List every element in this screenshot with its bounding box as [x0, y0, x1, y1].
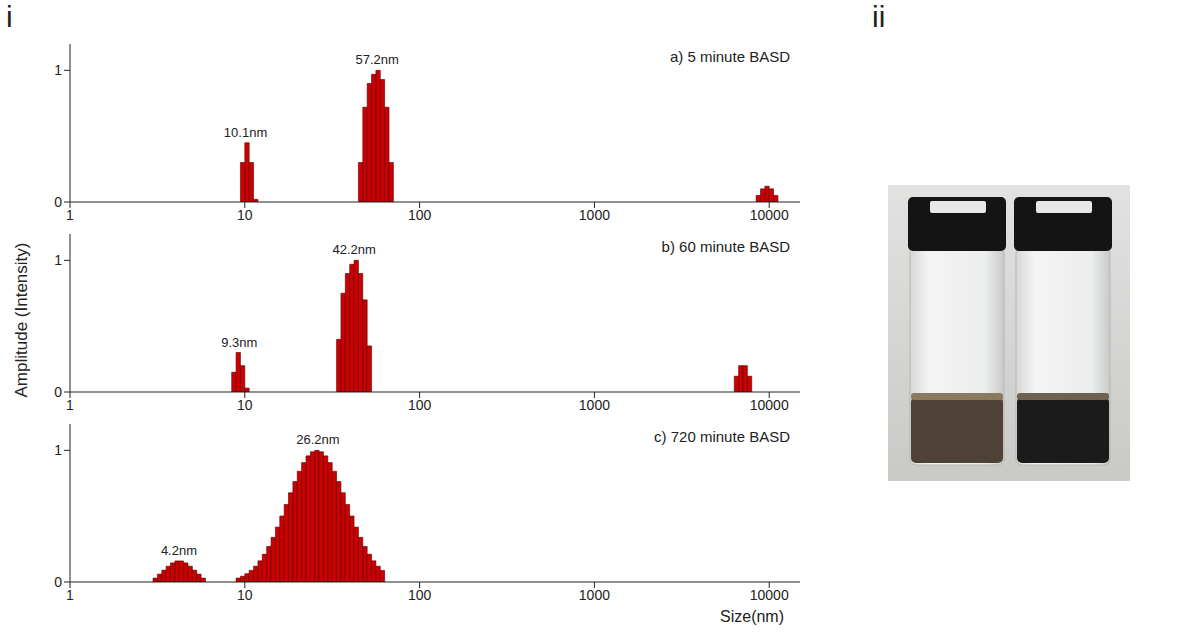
svg-text:9.3nm: 9.3nm: [221, 335, 257, 350]
html-text:Size(nm): Size(nm): [720, 608, 784, 625]
svg-text:100: 100: [408, 207, 432, 223]
svg-text:4.2nm: 4.2nm: [161, 543, 197, 558]
svg-text:1000: 1000: [579, 397, 610, 413]
svg-text:1: 1: [54, 442, 62, 458]
svg-text:10.1nm: 10.1nm: [224, 125, 267, 140]
svg-text:1: 1: [66, 207, 74, 223]
html-text:c) 720 minute BASD: c) 720 minute BASD: [654, 428, 790, 445]
svg-text:57.2nm: 57.2nm: [356, 52, 399, 67]
svg-text:1: 1: [54, 62, 62, 78]
svg-text:10: 10: [237, 397, 253, 413]
svg-text:0: 0: [54, 574, 62, 590]
html-text:i: i: [6, 0, 13, 33]
svg-text:1: 1: [66, 587, 74, 603]
html-text:ii: ii: [872, 0, 886, 33]
svg-text:1000: 1000: [579, 587, 610, 603]
svg-text:10000: 10000: [750, 587, 789, 603]
svg-text:100: 100: [408, 587, 432, 603]
svg-text:0: 0: [54, 194, 62, 210]
svg-text:1: 1: [66, 397, 74, 413]
svg-text:100: 100: [408, 397, 432, 413]
svg-text:10: 10: [237, 587, 253, 603]
svg-text:42.2nm: 42.2nm: [332, 242, 375, 257]
svg-text:0: 0: [54, 384, 62, 400]
svg-text:10: 10: [237, 207, 253, 223]
svg-text:1000: 1000: [579, 207, 610, 223]
html-text:b) 60 minute BASD: b) 60 minute BASD: [661, 238, 790, 255]
html-text:Amplitude (Intensity): Amplitude (Intensity): [12, 242, 31, 398]
html-text:a) 5 minute BASD: a) 5 minute BASD: [669, 48, 790, 65]
svg-text:10000: 10000: [750, 207, 789, 223]
svg-text:1: 1: [54, 252, 62, 268]
svg-text:10000: 10000: [750, 397, 789, 413]
svg-text:26.2nm: 26.2nm: [296, 432, 339, 447]
